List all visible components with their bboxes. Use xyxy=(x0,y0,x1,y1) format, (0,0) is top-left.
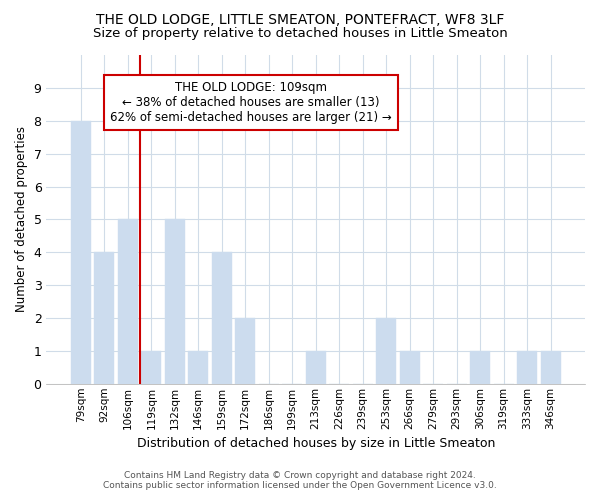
X-axis label: Distribution of detached houses by size in Little Smeaton: Distribution of detached houses by size … xyxy=(137,437,495,450)
Bar xyxy=(142,351,161,384)
Y-axis label: Number of detached properties: Number of detached properties xyxy=(15,126,28,312)
Bar xyxy=(376,318,396,384)
Text: Contains HM Land Registry data © Crown copyright and database right 2024.
Contai: Contains HM Land Registry data © Crown c… xyxy=(103,470,497,490)
Bar xyxy=(306,351,326,384)
Bar xyxy=(400,351,419,384)
Bar xyxy=(165,220,185,384)
Text: THE OLD LODGE: 109sqm
← 38% of detached houses are smaller (13)
62% of semi-deta: THE OLD LODGE: 109sqm ← 38% of detached … xyxy=(110,82,392,124)
Bar xyxy=(541,351,560,384)
Text: THE OLD LODGE, LITTLE SMEATON, PONTEFRACT, WF8 3LF: THE OLD LODGE, LITTLE SMEATON, PONTEFRAC… xyxy=(96,12,504,26)
Bar xyxy=(517,351,537,384)
Text: Size of property relative to detached houses in Little Smeaton: Size of property relative to detached ho… xyxy=(92,28,508,40)
Bar xyxy=(470,351,490,384)
Bar xyxy=(118,220,138,384)
Bar xyxy=(71,121,91,384)
Bar xyxy=(188,351,208,384)
Bar xyxy=(94,252,115,384)
Bar xyxy=(212,252,232,384)
Bar xyxy=(235,318,255,384)
